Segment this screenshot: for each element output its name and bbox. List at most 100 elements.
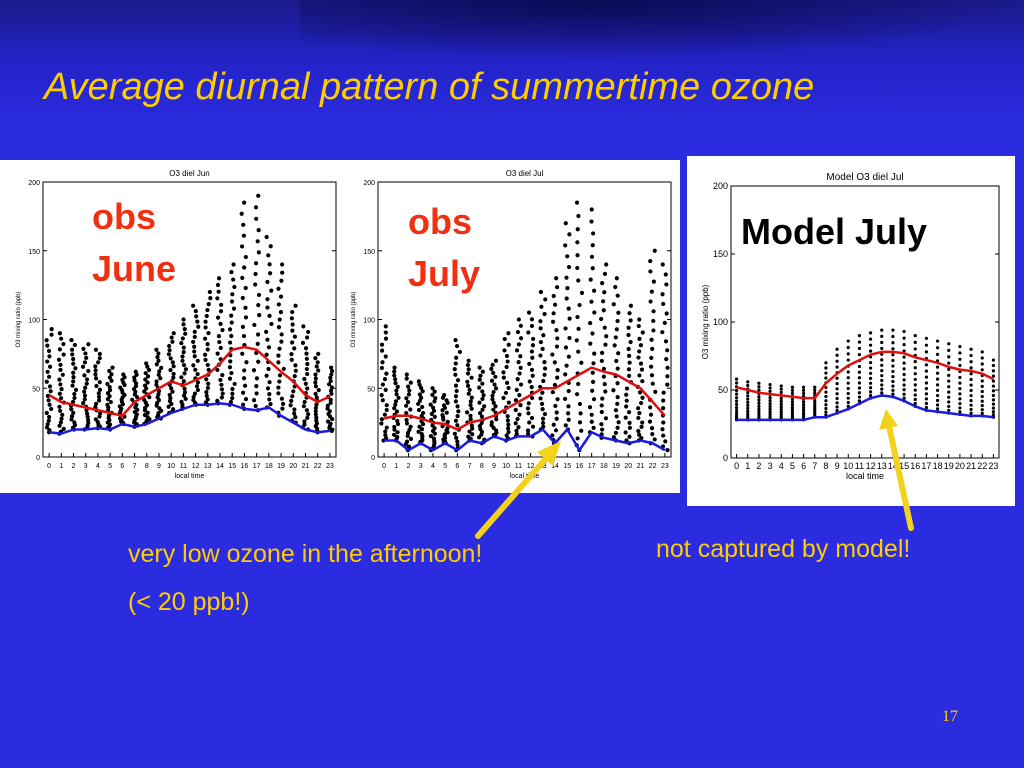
data-point bbox=[648, 299, 653, 304]
data-point bbox=[404, 417, 409, 423]
data-point bbox=[574, 338, 579, 343]
x-tick-label: 3 bbox=[84, 463, 88, 470]
data-point bbox=[254, 391, 259, 396]
data-point bbox=[194, 384, 200, 389]
data-point bbox=[156, 372, 161, 377]
data-point bbox=[82, 397, 87, 402]
data-point bbox=[267, 271, 273, 276]
y-tick-label: 150 bbox=[713, 249, 728, 259]
data-point bbox=[251, 398, 257, 403]
data-point bbox=[491, 407, 496, 412]
data-point bbox=[579, 428, 584, 433]
data-point bbox=[57, 377, 62, 382]
data-point bbox=[105, 402, 110, 407]
data-point bbox=[902, 342, 906, 347]
data-point bbox=[635, 406, 641, 411]
data-point bbox=[563, 221, 568, 226]
data-point bbox=[599, 316, 604, 322]
data-point bbox=[465, 371, 471, 376]
x-tick-label: 2 bbox=[72, 463, 76, 470]
data-point bbox=[913, 334, 917, 338]
data-point bbox=[293, 303, 298, 308]
data-point bbox=[228, 399, 233, 405]
data-point bbox=[455, 423, 460, 428]
data-point bbox=[604, 262, 609, 267]
x-tick-label: 19 bbox=[944, 461, 954, 471]
x-tick-label: 3 bbox=[768, 461, 773, 471]
data-point bbox=[231, 262, 236, 267]
data-point bbox=[530, 373, 535, 378]
data-point bbox=[93, 364, 98, 369]
data-point bbox=[615, 293, 620, 298]
data-point bbox=[276, 385, 281, 390]
data-point bbox=[824, 361, 828, 365]
data-point bbox=[969, 360, 973, 364]
data-point bbox=[935, 339, 940, 343]
data-point bbox=[232, 381, 237, 387]
data-point bbox=[243, 397, 249, 402]
data-point bbox=[958, 357, 962, 361]
data-point bbox=[636, 355, 641, 360]
data-point bbox=[958, 406, 962, 410]
data-point bbox=[383, 433, 388, 438]
data-point bbox=[406, 444, 412, 449]
x-tick-label: 17 bbox=[921, 461, 931, 471]
data-point bbox=[195, 387, 201, 393]
data-point bbox=[563, 372, 568, 377]
data-point bbox=[454, 388, 459, 394]
data-point bbox=[648, 405, 653, 410]
data-point bbox=[180, 354, 185, 359]
data-point bbox=[590, 388, 595, 393]
data-point bbox=[592, 310, 597, 315]
data-point bbox=[300, 340, 306, 346]
data-point bbox=[45, 343, 50, 348]
data-point bbox=[575, 240, 580, 245]
data-point bbox=[567, 316, 572, 321]
data-point bbox=[289, 398, 294, 403]
data-point bbox=[599, 409, 604, 415]
data-point bbox=[577, 302, 582, 308]
data-point bbox=[192, 391, 198, 396]
data-point bbox=[801, 400, 806, 404]
data-point bbox=[217, 339, 222, 345]
data-point bbox=[107, 384, 112, 390]
data-point bbox=[649, 337, 654, 342]
data-point bbox=[156, 351, 161, 356]
data-point bbox=[154, 382, 159, 387]
data-point bbox=[924, 392, 929, 396]
data-point bbox=[627, 420, 632, 425]
data-point bbox=[313, 391, 318, 396]
data-point bbox=[70, 399, 76, 404]
data-point bbox=[58, 408, 63, 414]
data-point bbox=[615, 395, 620, 400]
data-point bbox=[218, 321, 223, 326]
data-point bbox=[624, 404, 629, 409]
data-point bbox=[663, 272, 668, 277]
data-point bbox=[552, 360, 557, 365]
data-point bbox=[47, 402, 52, 407]
data-point bbox=[515, 329, 521, 335]
data-point bbox=[220, 372, 225, 378]
data-point bbox=[69, 338, 74, 343]
data-point bbox=[107, 375, 112, 380]
data-point bbox=[416, 401, 421, 407]
data-point bbox=[649, 289, 654, 294]
data-point bbox=[746, 400, 750, 404]
data-point bbox=[779, 402, 783, 406]
data-point bbox=[203, 357, 208, 363]
data-point bbox=[660, 330, 665, 335]
data-point bbox=[304, 335, 310, 340]
data-point bbox=[589, 412, 594, 417]
data-point bbox=[49, 327, 54, 332]
data-point bbox=[302, 419, 307, 424]
data-point bbox=[468, 399, 473, 404]
data-point bbox=[108, 399, 113, 405]
data-point bbox=[227, 365, 233, 370]
data-point bbox=[204, 389, 209, 395]
data-point bbox=[379, 393, 384, 398]
data-point bbox=[477, 377, 482, 382]
x-tick-label: 5 bbox=[790, 461, 795, 471]
data-point bbox=[969, 403, 973, 407]
data-point bbox=[661, 398, 666, 403]
data-point bbox=[958, 397, 962, 401]
